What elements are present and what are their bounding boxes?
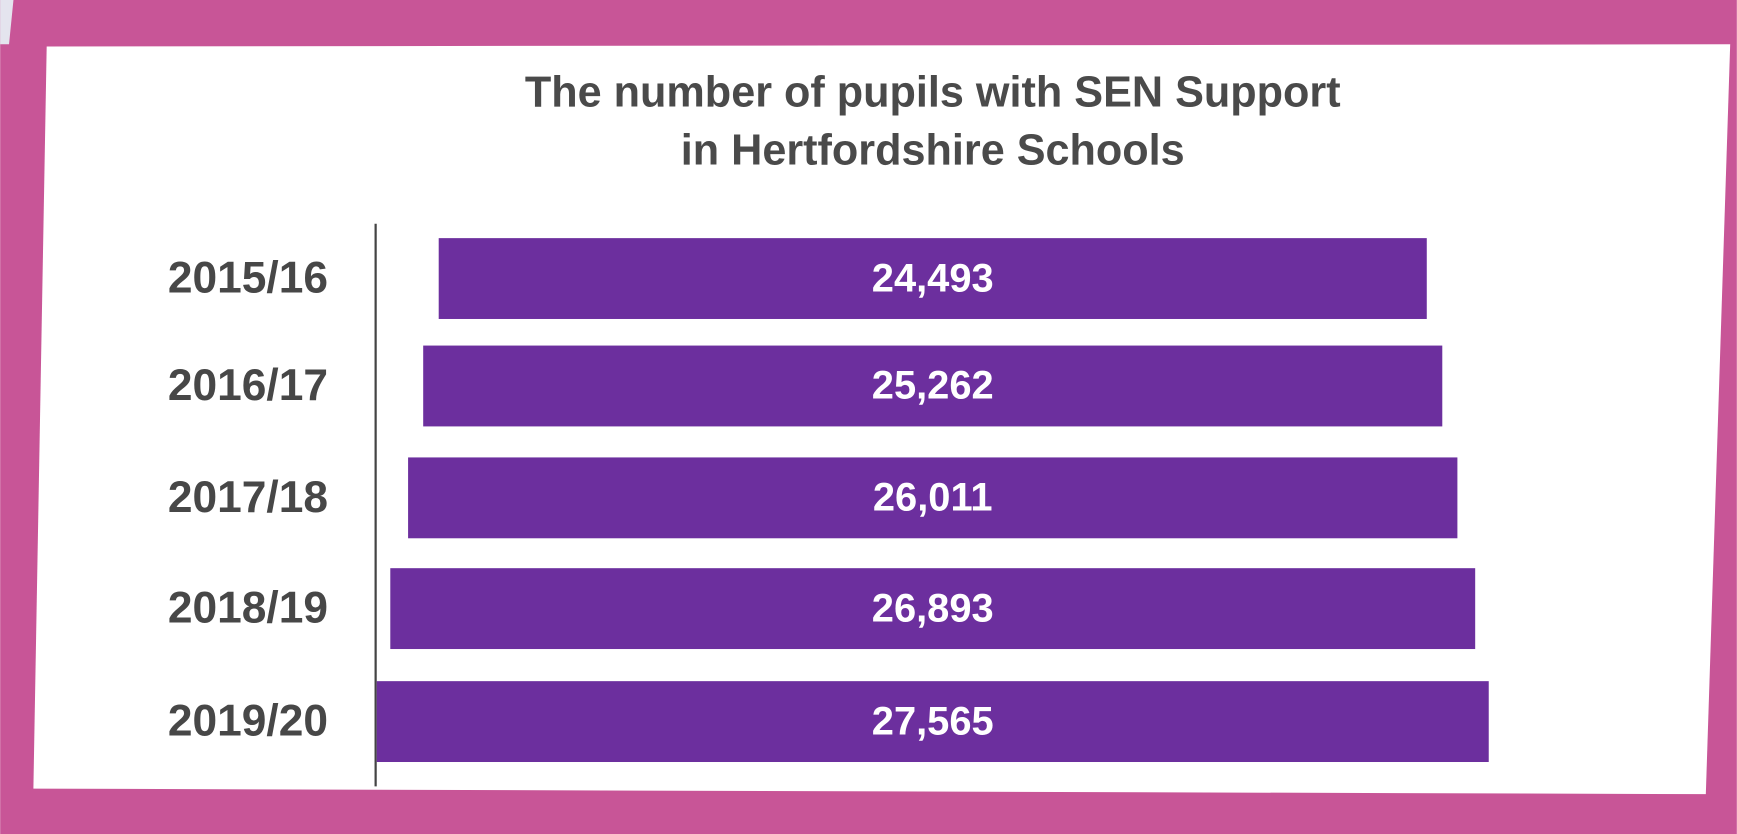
chart-title: in Hertfordshire Schools	[681, 126, 1185, 174]
bar	[376, 681, 1489, 763]
y-tick-label: 2018/19	[168, 584, 328, 633]
y-tick-label: 2019/20	[168, 697, 328, 746]
bar	[390, 568, 1476, 650]
chart-title: The number of pupils with SEN Support	[525, 69, 1341, 117]
corner	[0, 0, 14, 45]
y-tick-label: 2017/18	[168, 473, 328, 522]
bar	[408, 457, 1458, 539]
y-tick-label: 2016/17	[168, 361, 328, 410]
value-label: 27,565	[872, 699, 994, 743]
value-label: 26,893	[872, 586, 994, 630]
bar	[438, 238, 1427, 319]
bar	[423, 345, 1443, 427]
value-label: 24,493	[872, 256, 994, 300]
y-tick-label: 2015/16	[168, 253, 328, 302]
value-label: 26,011	[873, 476, 993, 520]
value-label: 25,262	[872, 364, 994, 408]
